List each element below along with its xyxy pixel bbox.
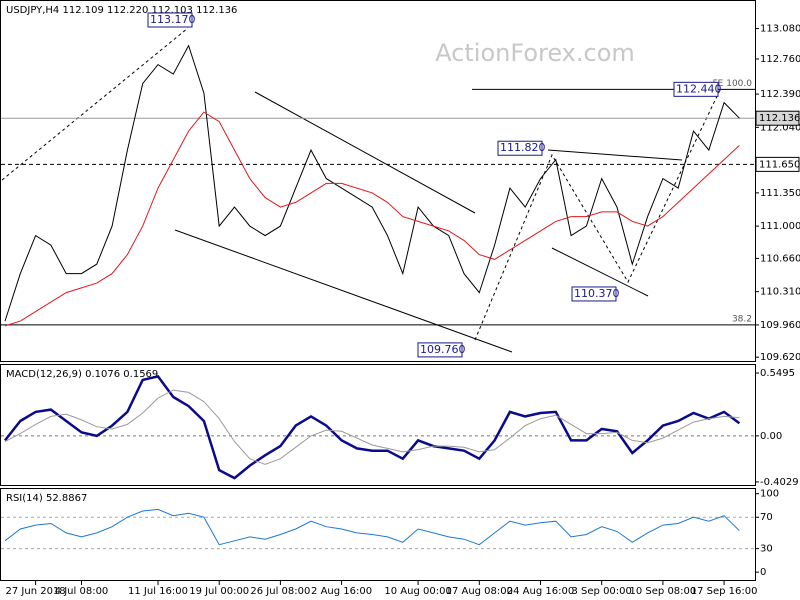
y-tick-label: 0.5495	[760, 368, 795, 379]
x-tick-label: 2 Aug 16:00	[311, 586, 372, 597]
level-box	[755, 156, 800, 172]
last-box	[755, 110, 800, 126]
y-tick-label: 111.000	[760, 221, 800, 232]
x-tick-label: 17 Sep 16:00	[691, 586, 758, 597]
y-tick-label: 110.660	[760, 253, 800, 264]
trend-line	[254, 91, 476, 214]
x-tick-label: 4 Jul 08:00	[55, 586, 109, 597]
annotation-box	[147, 12, 193, 28]
macd-title: MACD(12,26,9) 0.1076 0.1569	[6, 369, 158, 380]
x-tick-label: 3 Sep 00:00	[572, 586, 632, 597]
y-tick-label: 112.390	[760, 89, 800, 100]
y-tick-label: -0.4029	[760, 477, 799, 488]
level-tag: 38.2	[732, 314, 752, 324]
trend-line	[547, 149, 683, 161]
series-line	[4, 508, 740, 546]
rsi-title: RSI(14) 52.8867	[6, 493, 87, 504]
series-line	[4, 374, 741, 480]
y-tick-label: 110.310	[760, 287, 800, 298]
annotation-box	[417, 342, 463, 358]
y-tick-label: 112.760	[760, 54, 800, 65]
y-tick-label: 70	[760, 512, 773, 523]
rsi-pane	[0, 488, 756, 581]
x-tick-label: 19 Jul 00:00	[189, 586, 249, 597]
price-pane	[0, 0, 756, 362]
y-tick-label: 112.040	[760, 122, 800, 133]
x-tick-label: 27 Jun 2018	[6, 586, 66, 597]
level-tag: FE 100.0	[713, 79, 753, 89]
trend-line	[174, 229, 513, 353]
x-tick-label: 26 Jul 08:00	[250, 586, 310, 597]
series-line	[4, 44, 740, 322]
annotation-label: 113.170	[150, 13, 196, 26]
annotation-box	[497, 140, 543, 156]
y-tick-label: 111.350	[760, 188, 800, 199]
y-tick-label: 109.620	[760, 352, 800, 363]
x-tick-label: 24 Aug 16:00	[507, 586, 574, 597]
y-tick-label: 109.960	[760, 320, 800, 331]
y-tick-label: 30	[760, 544, 773, 555]
y-tick-label: 0.00	[760, 431, 782, 442]
y-tick-label: 100	[760, 489, 779, 500]
y-tick-label: 0	[760, 567, 766, 578]
annotation-label: 109.760	[420, 343, 466, 356]
x-tick-label: 10 Aug 00:00	[384, 586, 451, 597]
trend-line	[551, 247, 649, 297]
price-title: USDJPY,H4 112.109 112.220 112.103 112.13…	[6, 5, 237, 16]
level-label: 111.650	[759, 159, 800, 170]
watermark: ActionForex.com	[435, 39, 635, 67]
x-tick-label: 10 Sep 08:00	[630, 586, 697, 597]
trend-line	[1, 27, 189, 181]
series-line	[4, 111, 740, 327]
y-tick-label: 113.080	[760, 24, 800, 35]
annotation-box	[673, 81, 719, 97]
x-tick-label: 17 Aug 08:00	[446, 586, 513, 597]
annotation-label: 111.820	[500, 141, 546, 154]
series-line	[4, 389, 740, 465]
annotation-label: 112.440	[676, 82, 722, 95]
last-label: 112.136	[759, 113, 800, 124]
annotation-box	[571, 286, 617, 302]
x-tick-label: 11 Jul 16:00	[128, 586, 188, 597]
annotation-label: 110.370	[574, 287, 620, 300]
